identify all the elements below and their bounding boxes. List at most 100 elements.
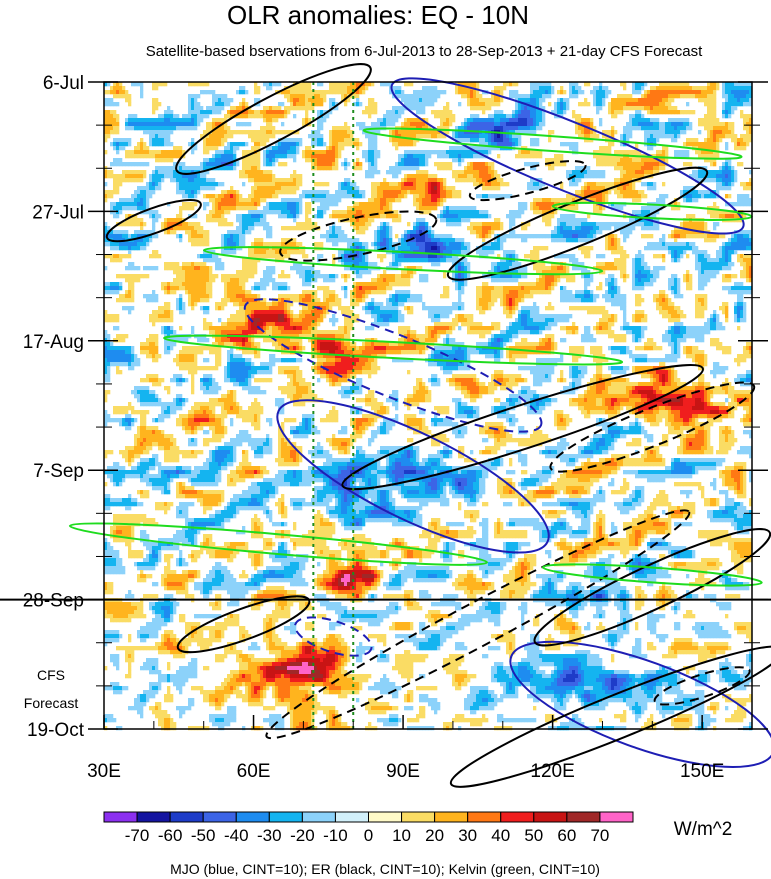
heatmap-cell: [332, 90, 336, 95]
heatmap-cell: [293, 178, 297, 183]
heatmap-cell: [674, 206, 678, 211]
heatmap-cell: [662, 154, 666, 159]
heatmap-cell: [332, 126, 336, 131]
heatmap-cell: [125, 178, 129, 183]
heatmap-cell: [416, 150, 420, 155]
heatmap-cell: [575, 142, 579, 147]
heatmap-cell: [458, 178, 462, 183]
heatmap-cell: [656, 122, 660, 127]
heatmap-cell: [170, 174, 174, 179]
heatmap-cell: [152, 122, 156, 127]
heatmap-cell: [290, 94, 294, 99]
heatmap-cell: [377, 214, 381, 219]
heatmap-cell: [581, 190, 585, 195]
heatmap-cell: [350, 130, 354, 135]
heatmap-cell: [347, 134, 351, 139]
heatmap-cell: [491, 94, 495, 99]
heatmap-cell: [635, 126, 639, 131]
heatmap-cell: [605, 150, 609, 155]
heatmap-cell: [653, 94, 657, 99]
heatmap-cell: [524, 114, 528, 119]
heatmap-cell: [542, 94, 546, 99]
heatmap-cell: [359, 226, 363, 231]
heatmap-cell: [566, 98, 570, 103]
heatmap-cell: [497, 90, 501, 95]
heatmap-cell: [710, 114, 714, 119]
heatmap-cell: [497, 218, 501, 223]
heatmap-cell: [302, 150, 306, 155]
heatmap-cell: [557, 154, 561, 159]
heatmap-cell: [215, 150, 219, 155]
heatmap-cell: [623, 230, 627, 235]
heatmap-cell: [524, 238, 528, 243]
heatmap-cell: [113, 142, 117, 147]
heatmap-cell: [137, 150, 141, 155]
heatmap-cell: [374, 110, 378, 115]
heatmap-cell: [152, 134, 156, 139]
heatmap-cell: [713, 210, 717, 215]
heatmap-cell: [647, 210, 651, 215]
heatmap-cell: [494, 90, 498, 95]
heatmap-cell: [704, 138, 708, 143]
heatmap-cell: [626, 106, 630, 111]
heatmap-cell: [242, 174, 246, 179]
heatmap-cell: [407, 186, 411, 191]
heatmap-cell: [677, 122, 681, 127]
heatmap-cell: [152, 234, 156, 239]
heatmap-cell: [344, 182, 348, 187]
heatmap-cell: [425, 182, 429, 187]
heatmap-cell: [578, 114, 582, 119]
heatmap-cell: [644, 90, 648, 95]
heatmap-cell: [359, 142, 363, 147]
heatmap-cell: [422, 134, 426, 139]
heatmap-cell: [593, 230, 597, 235]
heatmap-cell: [263, 194, 267, 199]
heatmap-cell: [200, 90, 204, 95]
heatmap-cell: [722, 134, 726, 139]
heatmap-cell: [272, 178, 276, 183]
heatmap-cell: [170, 126, 174, 131]
heatmap-cell: [224, 222, 228, 227]
heatmap-cell: [554, 234, 558, 239]
heatmap-cell: [356, 218, 360, 223]
heatmap-cell: [170, 222, 174, 227]
heatmap-cell: [410, 190, 414, 195]
heatmap-cell: [668, 134, 672, 139]
heatmap-cell: [305, 114, 309, 119]
heatmap-cell: [335, 158, 339, 163]
heatmap-cell: [587, 170, 591, 175]
heatmap-cell: [284, 150, 288, 155]
heatmap-cell: [353, 202, 357, 207]
heatmap-cell: [725, 122, 729, 127]
heatmap-cell: [641, 182, 645, 187]
heatmap-cell: [263, 226, 267, 231]
heatmap-cell: [683, 190, 687, 195]
heatmap-cell: [530, 138, 534, 143]
heatmap-cell: [731, 182, 735, 187]
heatmap-cell: [416, 178, 420, 183]
heatmap-cell: [200, 166, 204, 171]
heatmap-cell: [647, 146, 651, 151]
heatmap-cell: [701, 118, 705, 123]
heatmap-cell: [359, 190, 363, 195]
heatmap-cell: [515, 94, 519, 99]
heatmap-cell: [485, 234, 489, 239]
heatmap-cell: [329, 142, 333, 147]
heatmap-cell: [251, 170, 255, 175]
heatmap-cell: [383, 82, 387, 87]
heatmap-cell: [650, 98, 654, 103]
heatmap-cell: [446, 214, 450, 219]
heatmap-cell: [395, 218, 399, 223]
heatmap-cell: [347, 86, 351, 91]
heatmap-cell: [137, 190, 141, 195]
heatmap-cell: [656, 130, 660, 135]
heatmap-cell: [194, 214, 198, 219]
heatmap-cell: [746, 230, 750, 235]
heatmap-cell: [116, 242, 120, 247]
heatmap-cell: [338, 146, 342, 151]
heatmap-cell: [449, 114, 453, 119]
heatmap-cell: [251, 214, 255, 219]
heatmap-cell: [428, 186, 432, 191]
heatmap-cell: [566, 174, 570, 179]
heatmap-cell: [533, 130, 537, 135]
